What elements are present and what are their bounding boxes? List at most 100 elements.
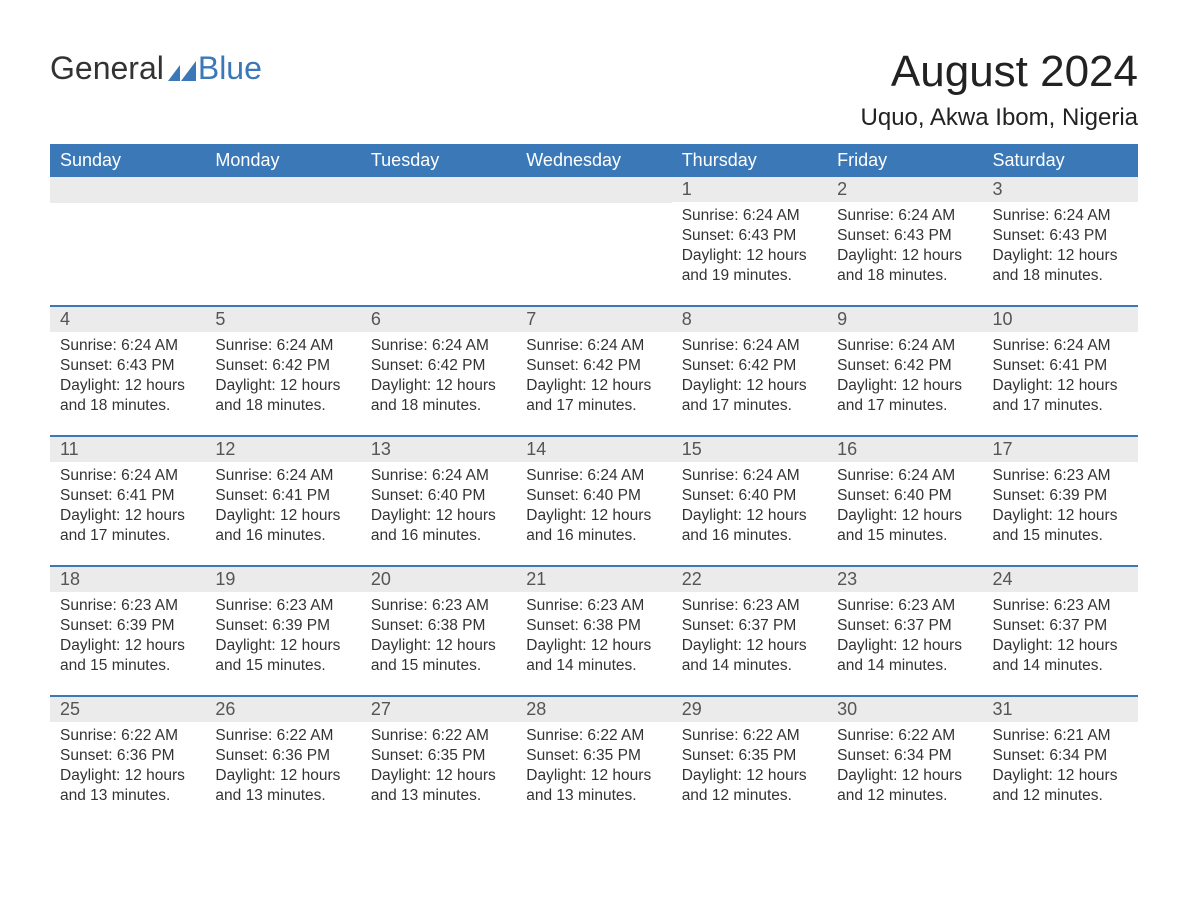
day-content: Sunrise: 6:24 AMSunset: 6:42 PMDaylight:… <box>827 332 982 423</box>
day-content: Sunrise: 6:21 AMSunset: 6:34 PMDaylight:… <box>983 722 1138 813</box>
day-cell: 12Sunrise: 6:24 AMSunset: 6:41 PMDayligh… <box>205 437 360 565</box>
sunrise-line: Sunrise: 6:24 AM <box>837 336 972 356</box>
sunrise-line: Sunrise: 6:21 AM <box>993 726 1128 746</box>
week-row: 1Sunrise: 6:24 AMSunset: 6:43 PMDaylight… <box>50 177 1138 305</box>
sunrise-line: Sunrise: 6:24 AM <box>682 466 817 486</box>
location: Uquo, Akwa Ibom, Nigeria <box>861 104 1138 132</box>
daylight-line: Daylight: 12 hours and 12 minutes. <box>682 766 817 806</box>
day-content: Sunrise: 6:24 AMSunset: 6:41 PMDaylight:… <box>983 332 1138 423</box>
daylight-line: Daylight: 12 hours and 18 minutes. <box>60 376 195 416</box>
daylight-line: Daylight: 12 hours and 17 minutes. <box>993 376 1128 416</box>
week-row: 4Sunrise: 6:24 AMSunset: 6:43 PMDaylight… <box>50 305 1138 435</box>
day-cell: 29Sunrise: 6:22 AMSunset: 6:35 PMDayligh… <box>672 697 827 825</box>
sunset-line: Sunset: 6:39 PM <box>993 486 1128 506</box>
daylight-line: Daylight: 12 hours and 15 minutes. <box>60 636 195 676</box>
sunrise-line: Sunrise: 6:24 AM <box>993 206 1128 226</box>
sunrise-line: Sunrise: 6:22 AM <box>682 726 817 746</box>
sunrise-line: Sunrise: 6:23 AM <box>837 596 972 616</box>
week-row: 18Sunrise: 6:23 AMSunset: 6:39 PMDayligh… <box>50 565 1138 695</box>
sunset-line: Sunset: 6:40 PM <box>837 486 972 506</box>
sunset-line: Sunset: 6:35 PM <box>526 746 661 766</box>
day-number: 27 <box>361 697 516 722</box>
day-cell <box>361 177 516 305</box>
day-number: 4 <box>50 307 205 332</box>
day-cell: 25Sunrise: 6:22 AMSunset: 6:36 PMDayligh… <box>50 697 205 825</box>
day-number: 20 <box>361 567 516 592</box>
day-content: Sunrise: 6:22 AMSunset: 6:36 PMDaylight:… <box>50 722 205 813</box>
daylight-line: Daylight: 12 hours and 15 minutes. <box>993 506 1128 546</box>
day-number: 14 <box>516 437 671 462</box>
daylight-line: Daylight: 12 hours and 13 minutes. <box>215 766 350 806</box>
daylight-line: Daylight: 12 hours and 14 minutes. <box>682 636 817 676</box>
sunrise-line: Sunrise: 6:24 AM <box>215 466 350 486</box>
day-cell: 24Sunrise: 6:23 AMSunset: 6:37 PMDayligh… <box>983 567 1138 695</box>
day-cell: 27Sunrise: 6:22 AMSunset: 6:35 PMDayligh… <box>361 697 516 825</box>
daylight-line: Daylight: 12 hours and 14 minutes. <box>993 636 1128 676</box>
day-cell: 21Sunrise: 6:23 AMSunset: 6:38 PMDayligh… <box>516 567 671 695</box>
day-number: 23 <box>827 567 982 592</box>
sunrise-line: Sunrise: 6:23 AM <box>993 466 1128 486</box>
day-number: 10 <box>983 307 1138 332</box>
sunrise-line: Sunrise: 6:24 AM <box>682 206 817 226</box>
day-cell: 18Sunrise: 6:23 AMSunset: 6:39 PMDayligh… <box>50 567 205 695</box>
day-header: Monday <box>205 144 360 177</box>
sunrise-line: Sunrise: 6:23 AM <box>682 596 817 616</box>
daylight-line: Daylight: 12 hours and 17 minutes. <box>682 376 817 416</box>
day-content: Sunrise: 6:24 AMSunset: 6:43 PMDaylight:… <box>983 202 1138 293</box>
day-cell: 2Sunrise: 6:24 AMSunset: 6:43 PMDaylight… <box>827 177 982 305</box>
sunset-line: Sunset: 6:36 PM <box>60 746 195 766</box>
day-cell: 14Sunrise: 6:24 AMSunset: 6:40 PMDayligh… <box>516 437 671 565</box>
day-content: Sunrise: 6:23 AMSunset: 6:39 PMDaylight:… <box>983 462 1138 553</box>
daylight-line: Daylight: 12 hours and 12 minutes. <box>837 766 972 806</box>
day-cell: 20Sunrise: 6:23 AMSunset: 6:38 PMDayligh… <box>361 567 516 695</box>
day-content: Sunrise: 6:23 AMSunset: 6:37 PMDaylight:… <box>827 592 982 683</box>
daylight-line: Daylight: 12 hours and 18 minutes. <box>837 246 972 286</box>
logo-text-general: General <box>50 50 164 87</box>
sunset-line: Sunset: 6:35 PM <box>371 746 506 766</box>
logo-flag-icon <box>168 52 196 72</box>
day-number: 19 <box>205 567 360 592</box>
day-content: Sunrise: 6:22 AMSunset: 6:35 PMDaylight:… <box>672 722 827 813</box>
daylight-line: Daylight: 12 hours and 16 minutes. <box>215 506 350 546</box>
sunset-line: Sunset: 6:43 PM <box>682 226 817 246</box>
day-cell: 7Sunrise: 6:24 AMSunset: 6:42 PMDaylight… <box>516 307 671 435</box>
day-number: 31 <box>983 697 1138 722</box>
day-content: Sunrise: 6:22 AMSunset: 6:34 PMDaylight:… <box>827 722 982 813</box>
day-number <box>361 177 516 203</box>
day-number: 28 <box>516 697 671 722</box>
day-content: Sunrise: 6:22 AMSunset: 6:36 PMDaylight:… <box>205 722 360 813</box>
sunrise-line: Sunrise: 6:24 AM <box>371 466 506 486</box>
daylight-line: Daylight: 12 hours and 16 minutes. <box>682 506 817 546</box>
sunset-line: Sunset: 6:35 PM <box>682 746 817 766</box>
weeks-container: 1Sunrise: 6:24 AMSunset: 6:43 PMDaylight… <box>50 177 1138 825</box>
sunset-line: Sunset: 6:42 PM <box>837 356 972 376</box>
month-title: August 2024 <box>861 50 1138 94</box>
sunset-line: Sunset: 6:42 PM <box>526 356 661 376</box>
sunrise-line: Sunrise: 6:23 AM <box>993 596 1128 616</box>
day-number <box>50 177 205 203</box>
day-number: 16 <box>827 437 982 462</box>
sunset-line: Sunset: 6:37 PM <box>837 616 972 636</box>
day-cell: 31Sunrise: 6:21 AMSunset: 6:34 PMDayligh… <box>983 697 1138 825</box>
sunset-line: Sunset: 6:39 PM <box>215 616 350 636</box>
day-content: Sunrise: 6:23 AMSunset: 6:37 PMDaylight:… <box>983 592 1138 683</box>
sunset-line: Sunset: 6:38 PM <box>371 616 506 636</box>
sunrise-line: Sunrise: 6:23 AM <box>60 596 195 616</box>
day-number: 15 <box>672 437 827 462</box>
sunrise-line: Sunrise: 6:24 AM <box>526 336 661 356</box>
day-number <box>205 177 360 203</box>
day-content: Sunrise: 6:24 AMSunset: 6:43 PMDaylight:… <box>827 202 982 293</box>
day-content: Sunrise: 6:24 AMSunset: 6:40 PMDaylight:… <box>672 462 827 553</box>
day-number: 30 <box>827 697 982 722</box>
sunset-line: Sunset: 6:43 PM <box>993 226 1128 246</box>
day-cell: 10Sunrise: 6:24 AMSunset: 6:41 PMDayligh… <box>983 307 1138 435</box>
sunrise-line: Sunrise: 6:24 AM <box>371 336 506 356</box>
daylight-line: Daylight: 12 hours and 14 minutes. <box>526 636 661 676</box>
daylight-line: Daylight: 12 hours and 16 minutes. <box>371 506 506 546</box>
sunset-line: Sunset: 6:41 PM <box>60 486 195 506</box>
sunrise-line: Sunrise: 6:24 AM <box>60 466 195 486</box>
sunset-line: Sunset: 6:40 PM <box>682 486 817 506</box>
day-content: Sunrise: 6:22 AMSunset: 6:35 PMDaylight:… <box>516 722 671 813</box>
sunset-line: Sunset: 6:41 PM <box>993 356 1128 376</box>
sunrise-line: Sunrise: 6:23 AM <box>371 596 506 616</box>
